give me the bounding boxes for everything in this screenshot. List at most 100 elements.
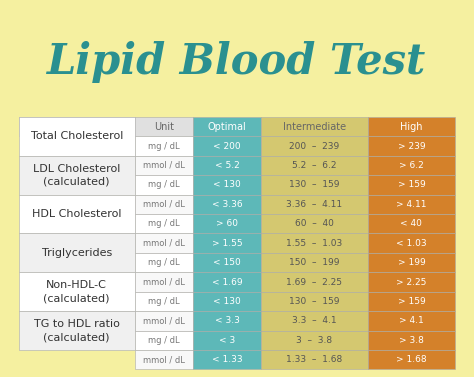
Text: 3.3  –  4.1: 3.3 – 4.1 [292, 316, 337, 325]
Bar [193, 292, 261, 311]
Bar [135, 156, 193, 175]
Text: < 130: < 130 [213, 180, 241, 189]
Bar [135, 117, 193, 136]
Text: 130  –  159: 130 – 159 [289, 180, 340, 189]
Bar [135, 311, 193, 331]
Bar [193, 117, 261, 136]
Bar [193, 156, 261, 175]
Text: Non-HDL-C
(calculated): Non-HDL-C (calculated) [44, 280, 110, 303]
Bar [19, 272, 135, 311]
Bar [368, 175, 455, 195]
Text: < 1.33: < 1.33 [212, 355, 243, 364]
Bar [368, 253, 455, 272]
Text: > 159: > 159 [398, 297, 425, 306]
Bar [19, 195, 135, 233]
Bar [261, 253, 368, 272]
Text: > 1.68: > 1.68 [396, 355, 427, 364]
Bar [19, 156, 135, 195]
Text: > 2.25: > 2.25 [396, 277, 427, 287]
Bar [368, 311, 455, 331]
Text: mmol / dL: mmol / dL [143, 355, 185, 364]
Bar [261, 331, 368, 350]
Text: < 40: < 40 [401, 219, 422, 228]
Bar [135, 272, 193, 292]
Text: 1.33  –  1.68: 1.33 – 1.68 [286, 355, 343, 364]
Bar [193, 331, 261, 350]
Text: mg / dL: mg / dL [148, 219, 180, 228]
Bar [261, 175, 368, 195]
Text: 3  –  3.8: 3 – 3.8 [296, 336, 332, 345]
Text: mmol / dL: mmol / dL [143, 161, 185, 170]
Bar [193, 136, 261, 156]
Text: < 3.3: < 3.3 [215, 316, 240, 325]
Text: mmol / dL: mmol / dL [143, 200, 185, 209]
Bar [135, 214, 193, 233]
Bar [368, 272, 455, 292]
Text: > 1.55: > 1.55 [212, 239, 243, 248]
Bar [261, 117, 368, 136]
Text: HDL Cholesterol: HDL Cholesterol [32, 209, 121, 219]
Text: < 1.03: < 1.03 [396, 239, 427, 248]
Bar [368, 233, 455, 253]
Text: High: High [400, 122, 423, 132]
Text: > 4.11: > 4.11 [396, 200, 427, 209]
Bar [368, 292, 455, 311]
Bar [135, 292, 193, 311]
Text: mmol / dL: mmol / dL [143, 239, 185, 248]
Bar [261, 233, 368, 253]
Bar [193, 350, 261, 369]
Text: 200  –  239: 200 – 239 [289, 141, 339, 150]
Bar [368, 214, 455, 233]
Bar [19, 117, 135, 136]
Bar [19, 233, 135, 272]
Text: Intermediate: Intermediate [283, 122, 346, 132]
Text: 150  –  199: 150 – 199 [289, 258, 340, 267]
Bar [135, 350, 193, 369]
Bar [368, 331, 455, 350]
Bar [261, 195, 368, 214]
Text: Lipid Blood Test: Lipid Blood Test [47, 41, 427, 83]
Bar [19, 117, 135, 156]
Text: < 3: < 3 [219, 336, 235, 345]
Bar [135, 136, 193, 156]
Text: mg / dL: mg / dL [148, 258, 180, 267]
Bar [193, 233, 261, 253]
Text: mg / dL: mg / dL [148, 180, 180, 189]
Text: 3.36  –  4.11: 3.36 – 4.11 [286, 200, 343, 209]
Text: > 60: > 60 [216, 219, 238, 228]
Text: > 3.8: > 3.8 [399, 336, 424, 345]
Text: > 239: > 239 [398, 141, 425, 150]
Text: 60  –  40: 60 – 40 [295, 219, 334, 228]
Bar [368, 136, 455, 156]
Text: 5.2  –  6.2: 5.2 – 6.2 [292, 161, 337, 170]
Text: 1.69  –  2.25: 1.69 – 2.25 [286, 277, 342, 287]
Bar [261, 272, 368, 292]
Text: mg / dL: mg / dL [148, 141, 180, 150]
Text: > 4.1: > 4.1 [399, 316, 424, 325]
Bar [135, 175, 193, 195]
Text: Optimal: Optimal [208, 122, 246, 132]
Bar [135, 195, 193, 214]
Text: 1.55  –  1.03: 1.55 – 1.03 [286, 239, 343, 248]
Bar [193, 195, 261, 214]
Text: TG to HDL ratio
(calculated): TG to HDL ratio (calculated) [34, 319, 119, 342]
Text: LDL Cholesterol
(calculated): LDL Cholesterol (calculated) [33, 164, 120, 187]
Bar [261, 136, 368, 156]
Bar [368, 195, 455, 214]
Text: > 199: > 199 [398, 258, 425, 267]
Bar [135, 233, 193, 253]
Bar [261, 350, 368, 369]
Bar [193, 175, 261, 195]
Bar [368, 350, 455, 369]
Bar [261, 311, 368, 331]
Text: mmol / dL: mmol / dL [143, 277, 185, 287]
Text: mg / dL: mg / dL [148, 297, 180, 306]
Text: < 150: < 150 [213, 258, 241, 267]
Bar [193, 214, 261, 233]
Text: < 130: < 130 [213, 297, 241, 306]
Text: > 6.2: > 6.2 [399, 161, 424, 170]
Bar [368, 156, 455, 175]
Bar [261, 292, 368, 311]
Text: Triglycerides: Triglycerides [42, 248, 112, 258]
Bar [193, 253, 261, 272]
